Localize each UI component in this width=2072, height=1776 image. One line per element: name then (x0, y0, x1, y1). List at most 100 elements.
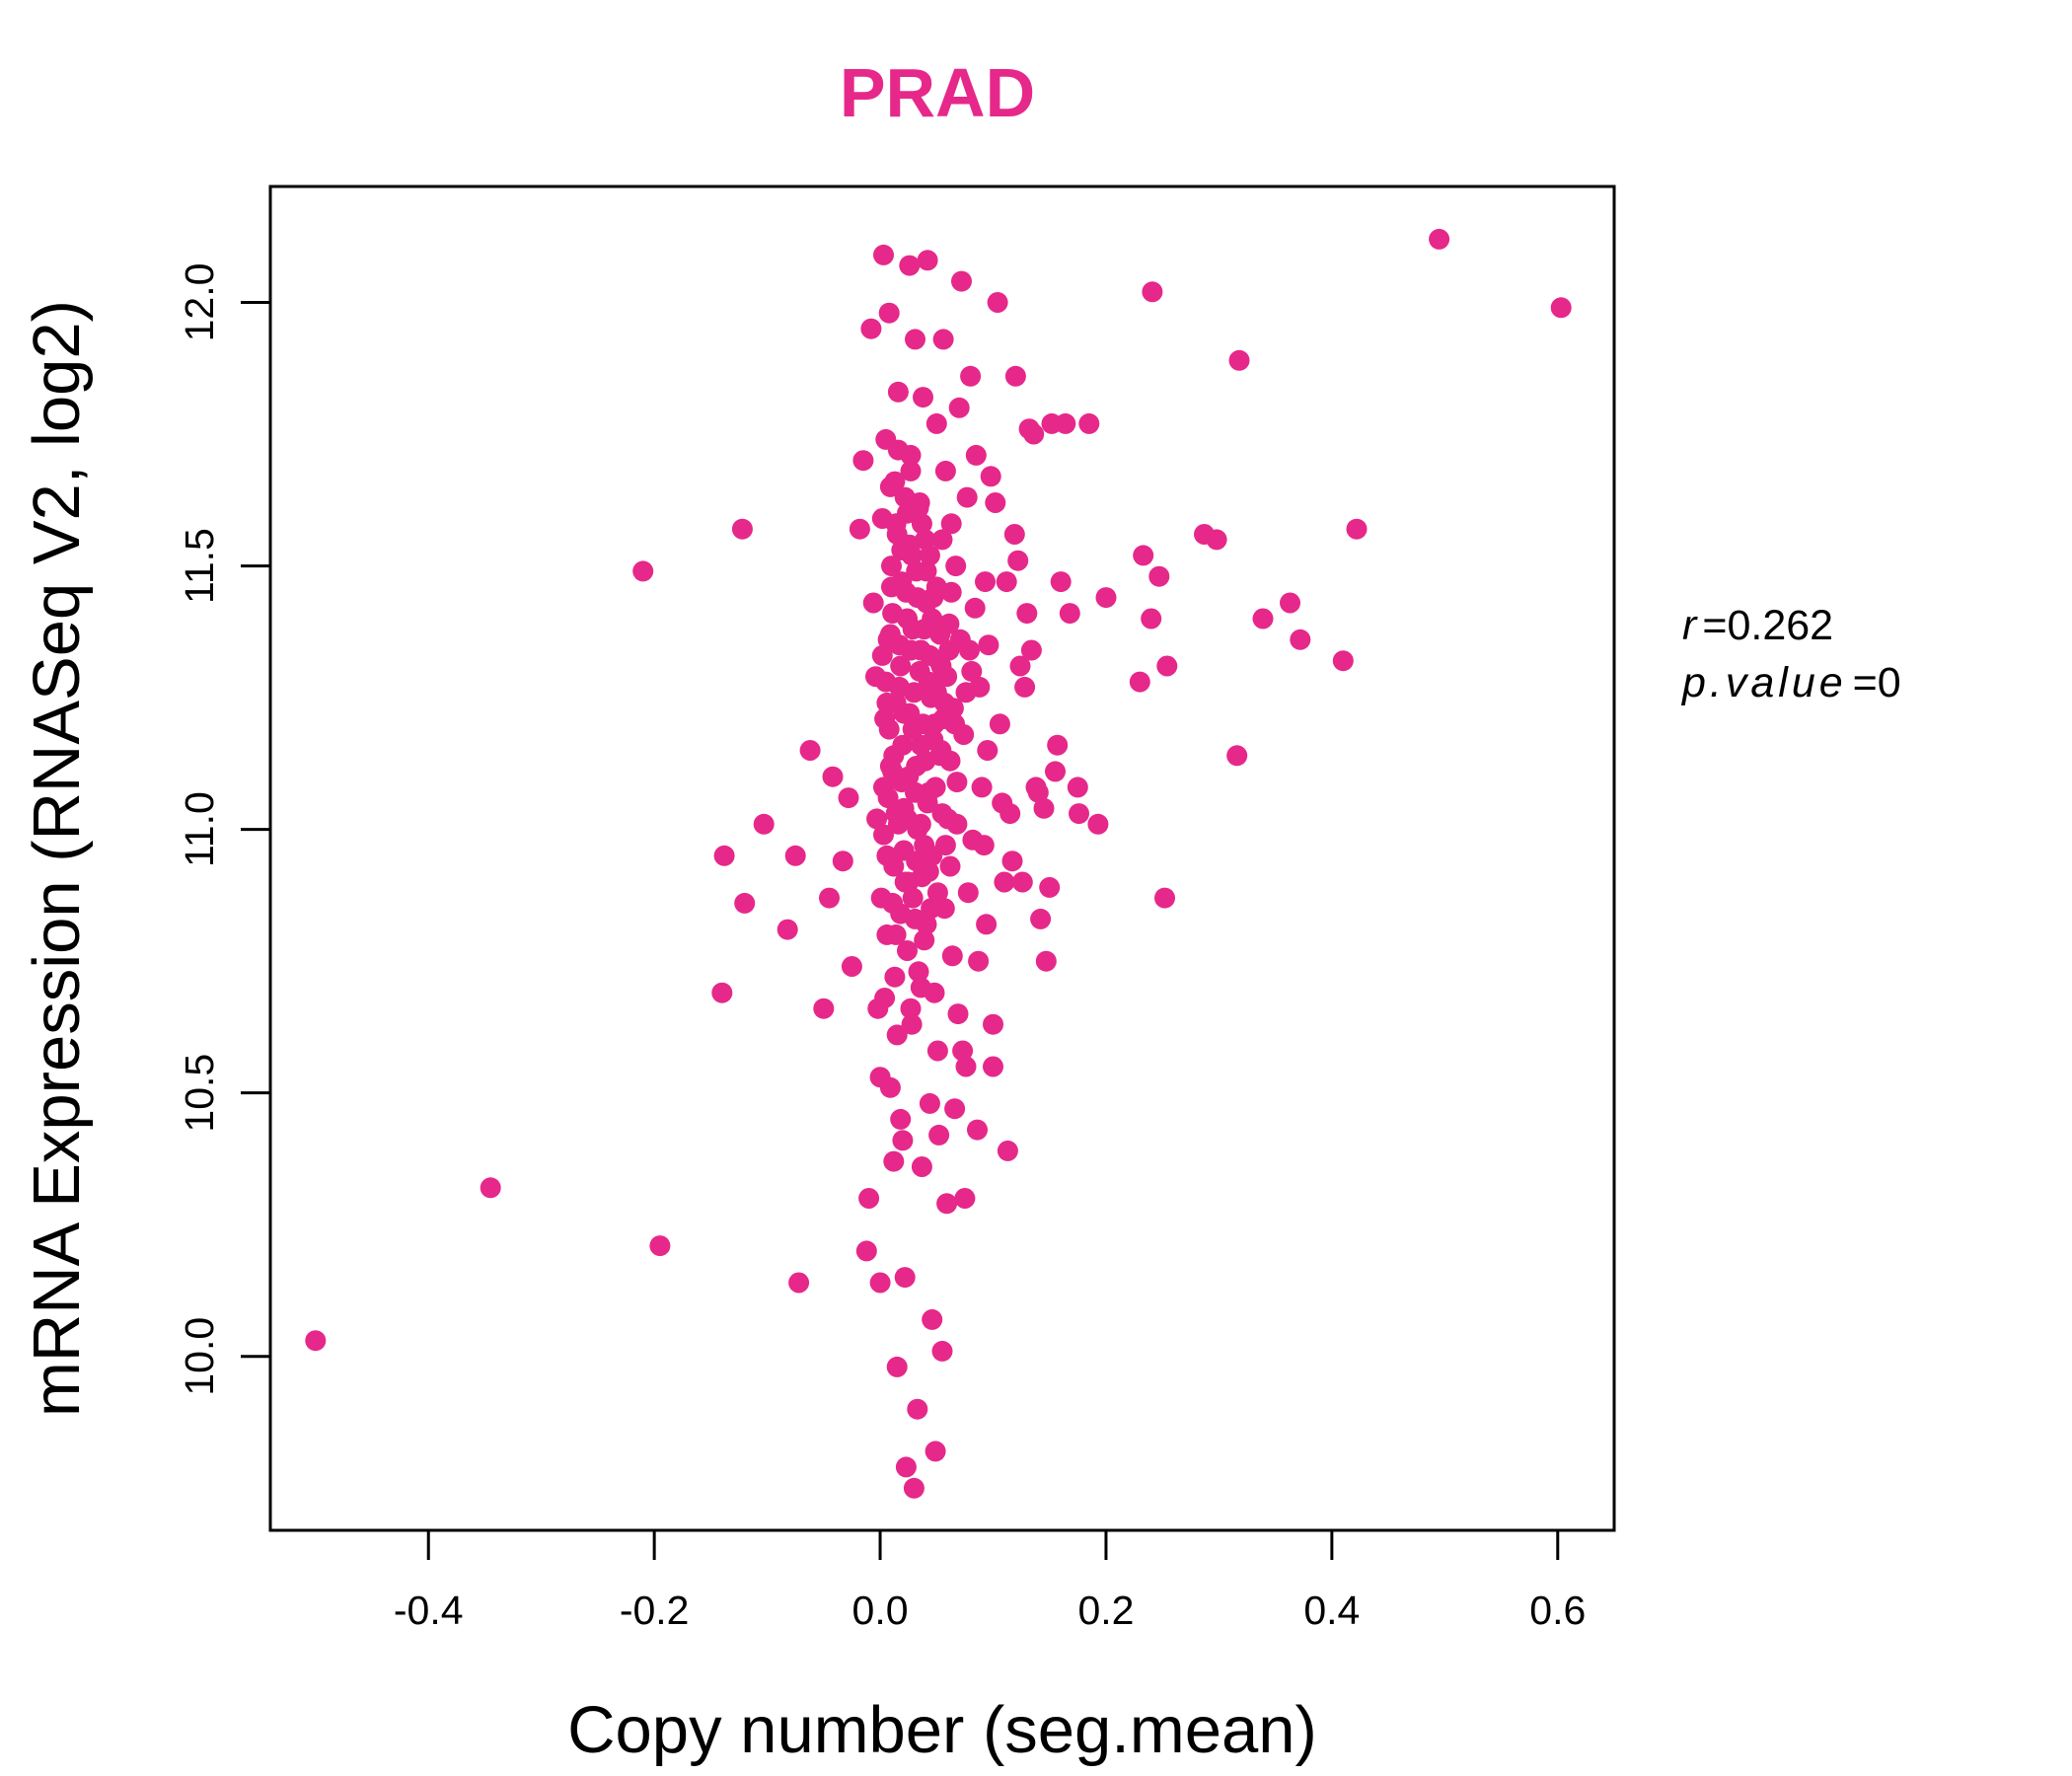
data-point (899, 534, 921, 555)
data-point (945, 555, 967, 577)
data-point (881, 555, 902, 577)
data-point (955, 1056, 977, 1077)
data-point (960, 365, 982, 387)
data-point (934, 460, 956, 481)
data-point (910, 977, 931, 999)
data-point (1332, 650, 1354, 672)
data-point (799, 740, 821, 761)
data-point (1035, 950, 1057, 972)
data-point (1030, 908, 1052, 929)
data-point (1252, 608, 1274, 629)
data-point (905, 329, 925, 350)
data-point (873, 824, 894, 846)
data-point (947, 1003, 969, 1025)
data-point (973, 835, 995, 856)
data-point (1550, 297, 1572, 319)
data-point (1059, 603, 1080, 625)
data-point (895, 1456, 917, 1478)
data-point (871, 644, 893, 666)
data-point (886, 1024, 908, 1046)
x-tick-label: 0.4 (1303, 1588, 1360, 1633)
data-point (1007, 550, 1029, 571)
data-point (883, 1150, 905, 1172)
data-point (908, 497, 929, 519)
data-point (1133, 545, 1154, 566)
data-point (305, 1330, 327, 1352)
data-point (879, 756, 901, 777)
data-point (931, 529, 953, 551)
x-tick-label: 0.2 (1077, 1588, 1134, 1633)
y-tick-label: 11.0 (177, 791, 222, 867)
data-point (983, 1013, 1003, 1035)
data-point (929, 624, 951, 645)
points-layer (305, 228, 1572, 1499)
data-point (849, 518, 870, 540)
data-point (731, 518, 753, 540)
data-point (777, 919, 798, 940)
data-point (894, 871, 916, 893)
data-point (946, 772, 968, 793)
data-point (964, 597, 986, 619)
data-point (915, 750, 936, 772)
data-point (928, 1124, 950, 1146)
data-point (858, 1188, 880, 1209)
data-point (932, 329, 954, 350)
x-tick-label: 0.0 (852, 1588, 909, 1633)
data-point (713, 845, 735, 866)
data-point (879, 624, 901, 645)
data-point (999, 803, 1021, 825)
data-point (1129, 671, 1150, 693)
data-point (788, 1272, 810, 1294)
y-tick-label: 10.0 (177, 1317, 222, 1396)
data-point (887, 439, 909, 461)
data-point (1050, 571, 1072, 593)
data-point (940, 513, 962, 535)
data-point (975, 571, 996, 593)
p-value: 0 (1878, 659, 1901, 706)
x-axis: -0.4 -0.2 0.0 0.2 0.4 0.6 (394, 1528, 1586, 1633)
data-point (876, 692, 898, 713)
data-point (874, 988, 896, 1008)
data-point (922, 1308, 943, 1330)
data-point (1055, 412, 1076, 434)
data-point (1156, 655, 1178, 677)
data-point (996, 571, 1017, 593)
data-point (944, 1098, 966, 1120)
data-point (961, 660, 983, 682)
data-point (925, 1441, 946, 1462)
data-point (890, 1108, 912, 1130)
data-point (931, 1340, 953, 1362)
data-point (879, 476, 901, 497)
data-point (941, 945, 963, 967)
data-point (1001, 851, 1023, 872)
data-point (832, 851, 853, 872)
data-point (876, 924, 898, 945)
data-point (1047, 734, 1069, 756)
data-point (954, 1188, 976, 1209)
data-point (994, 871, 1015, 893)
data-point (1067, 777, 1088, 798)
data-point (934, 835, 956, 856)
data-point (915, 529, 936, 551)
data-point (632, 560, 654, 582)
data-point (892, 1130, 914, 1151)
data-point (901, 1013, 923, 1035)
data-point (1228, 349, 1250, 371)
data-point (899, 255, 921, 276)
data-point (1290, 629, 1311, 650)
data-point (878, 302, 900, 324)
data-point (925, 777, 946, 798)
data-point (813, 998, 835, 1019)
data-point (1148, 565, 1170, 587)
data-point (914, 929, 935, 951)
data-point (838, 787, 859, 809)
r-value: 0.262 (1727, 602, 1833, 649)
x-tick-label: -0.4 (394, 1588, 464, 1633)
data-point (852, 450, 874, 472)
x-axis-label: Copy number (seg.mean) (567, 1693, 1317, 1767)
data-point (1141, 608, 1162, 629)
data-point (955, 682, 977, 703)
data-point (965, 444, 987, 466)
data-point (987, 292, 1008, 313)
